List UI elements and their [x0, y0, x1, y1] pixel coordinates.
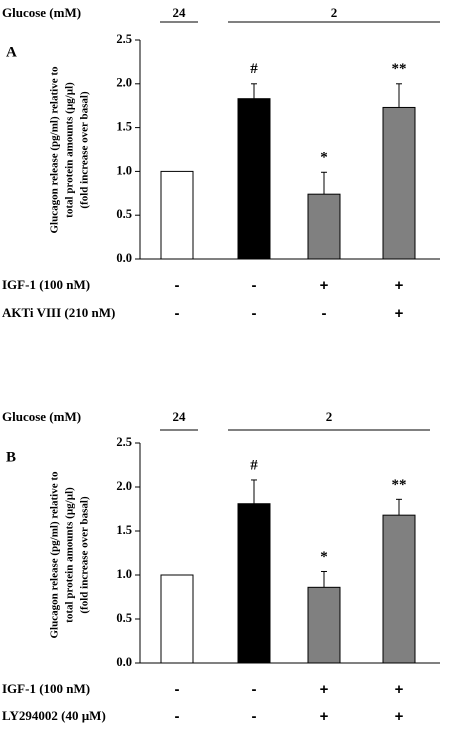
panel-a-glucose-group-2: 2 — [331, 5, 338, 20]
panel-b-treatment-label-0: IGF-1 (100 nM) — [2, 681, 90, 696]
panel-a-treatment-1-sign-2: - — [322, 305, 327, 322]
panel-b-treatment-label-1: LY294002 (40 µM) — [2, 708, 106, 723]
panel-a-ytick-label-5: 2.5 — [116, 32, 132, 46]
panel-a-treatment-0-sign-1: - — [252, 277, 257, 294]
panel-a-treatment-0-sign-2: + — [320, 277, 329, 294]
panel-a-annotation-1: # — [250, 61, 258, 77]
panel-b-ylabel-line-0: Glucagon release (pg/ml) relative to — [49, 471, 61, 639]
panel-a-treatment-label-1: AKTi VIII (210 nM) — [2, 305, 115, 320]
panel-a-ytick-label-3: 1.5 — [116, 119, 132, 133]
panel-a-ylabel-line-2: (fold increase over basal) — [79, 91, 91, 209]
panel-a-annotation-3: ** — [392, 61, 407, 77]
panel-a-panel-label: A — [6, 44, 17, 60]
panel-b-ytick-label-0: 0.0 — [116, 655, 132, 669]
panel-a-ylabel-line-0: Glucagon release (pg/ml) relative to — [49, 66, 61, 234]
panel-a-treatment-1-sign-3: + — [395, 305, 404, 322]
panel-b-bar-2 — [307, 586, 341, 664]
panel-b-ylabel-line-2: (fold increase over basal) — [79, 496, 91, 614]
panel-a-bar-0 — [160, 170, 194, 260]
panel-a-glucose-group-1: 24 — [173, 5, 187, 20]
panel-b-ytick-label-3: 1.5 — [116, 523, 132, 537]
panel-b-glucose-label: Glucose (mM) — [2, 409, 81, 424]
panel-a-annotation-2: * — [320, 150, 328, 166]
panel-a-treatment-0-sign-3: + — [395, 277, 404, 294]
panel-a-ytick-label-0: 0.0 — [116, 251, 132, 265]
panel-a-treatment-0-sign-0: - — [175, 277, 180, 294]
panel-b-ytick-label-5: 2.5 — [116, 435, 132, 449]
panel-b-annotation-3: ** — [392, 477, 407, 493]
panel-b-ylabel-line-1: total protein amounts (µg/µl) — [64, 487, 76, 623]
panel-b-treatment-0-sign-3: + — [395, 681, 404, 698]
panel-b-annotation-2: * — [320, 549, 328, 565]
panel-a-treatment-1-sign-1: - — [252, 305, 257, 322]
panel-a-glucose-label: Glucose (mM) — [2, 5, 81, 20]
panel-b-treatment-1-sign-1: - — [252, 708, 257, 725]
panel-a-bar-3 — [382, 106, 416, 260]
panel-b-treatment-0-sign-0: - — [175, 681, 180, 698]
panel-a-ytick-label-1: 0.5 — [116, 207, 132, 221]
panel-b-ytick-label-1: 0.5 — [116, 611, 132, 625]
panel-b-panel-label: B — [6, 449, 16, 465]
panel-b-bar-3 — [382, 514, 416, 664]
panel-b-treatment-1-sign-3: + — [395, 708, 404, 725]
panel-a-ytick-label-2: 1.0 — [116, 163, 132, 177]
panel-b-annotation-1: # — [250, 457, 258, 473]
panel-a-bar-2 — [307, 193, 341, 260]
panel-b-ytick-label-4: 2.0 — [116, 479, 132, 493]
panel-a-treatment-1-sign-0: - — [175, 305, 180, 322]
panel-a-ylabel-line-1: total protein amounts (µg/µl) — [64, 82, 76, 218]
panel-b-glucose-group-1: 24 — [173, 409, 187, 424]
panel-a-bar-1 — [237, 98, 271, 260]
panel-b-glucose-group-2: 2 — [326, 409, 333, 424]
panel-b-treatment-1-sign-0: - — [175, 708, 180, 725]
panel-b-bar-1 — [237, 503, 271, 664]
panel-b-ytick-label-2: 1.0 — [116, 567, 132, 581]
panel-a-treatment-label-0: IGF-1 (100 nM) — [2, 277, 90, 292]
panel-b-treatment-0-sign-2: + — [320, 681, 329, 698]
panel-b-bar-0 — [160, 574, 194, 664]
panel-b-treatment-0-sign-1: - — [252, 681, 257, 698]
panel-a-ytick-label-4: 2.0 — [116, 76, 132, 90]
panel-b-treatment-1-sign-2: + — [320, 708, 329, 725]
